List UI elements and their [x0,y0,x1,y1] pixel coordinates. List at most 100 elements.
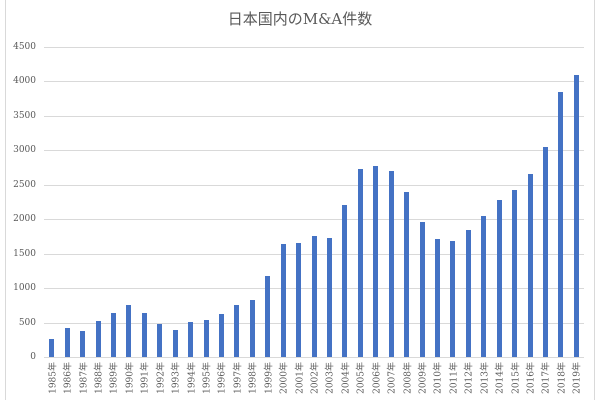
x-tick-text: 2010年 [433,362,444,394]
x-tick-label: 2005年 [354,362,367,400]
bar [110,312,116,357]
y-tick-label: 3500 [13,110,36,121]
x-tick-text: 2013年 [480,362,491,394]
x-tick-text: 2017年 [541,362,552,394]
x-tick-label: 2014年 [493,362,506,400]
x-tick-text: 2014年 [495,362,506,394]
x-tick-text: 1998年 [248,362,259,394]
x-tick-label: 1996年 [215,362,228,400]
x-tick-text: 1991年 [140,362,151,394]
y-tick-label: 500 [18,317,36,328]
x-tick-text: 1985年 [48,362,59,394]
x-tick-label: 2000年 [277,362,290,400]
x-tick-text: 1996年 [217,362,228,394]
x-tick-text: 2003年 [325,362,336,394]
bar [141,313,147,357]
bar [49,339,55,357]
x-tick-label: 2003年 [323,362,336,400]
x-tick-text: 1999年 [264,362,275,394]
bar [157,323,163,357]
x-tick-text: 2007年 [387,362,398,394]
bar [465,229,471,357]
y-tick-label: 1500 [13,248,36,259]
bar [481,215,487,357]
bar [357,169,363,357]
x-tick-text: 2019年 [572,362,583,394]
x-tick-label: 1988年 [92,362,105,400]
x-tick-text: 2018年 [557,362,568,394]
bar [527,174,533,357]
bar [404,191,410,357]
x-tick-text: 2004年 [341,362,352,394]
bar [188,322,194,357]
x-tick-text: 1993年 [171,362,182,394]
x-tick-label: 2010年 [431,362,444,400]
x-tick-text: 2005年 [356,362,367,394]
bar [296,243,302,357]
x-tick-label: 2016年 [524,362,537,400]
bar [203,320,209,357]
x-tick-label: 2015年 [509,362,521,400]
gridline [44,116,584,117]
x-tick-text: 2009年 [418,362,429,394]
x-tick-label: 2007年 [385,362,398,400]
gridline [44,357,584,358]
x-tick-label: 1986年 [61,362,74,400]
bar [218,314,224,357]
x-tick-label: 2008年 [401,362,413,400]
x-tick-text: 1992年 [156,362,167,394]
x-tick-label: 2012年 [462,362,475,400]
bar [234,305,240,357]
bar [95,320,101,357]
bar [265,276,271,357]
bar [172,329,178,357]
bar [419,222,425,357]
x-tick-label: 2001年 [293,362,305,400]
x-tick-text: 2016年 [526,362,537,394]
bar [80,330,86,357]
bar [249,299,255,357]
x-tick-text: 1995年 [202,362,213,394]
x-tick-text: 1987年 [79,362,90,394]
gridline [44,150,584,151]
bar [573,75,579,357]
x-tick-label: 1991年 [138,362,151,400]
x-tick-text: 2011年 [449,362,460,394]
gridline [44,219,584,220]
x-tick-text: 1988年 [94,362,105,394]
y-tick-label: 4000 [13,76,36,87]
gridline [44,185,584,186]
bar [311,236,317,357]
x-tick-label: 2009年 [416,362,429,400]
x-tick-label: 2017年 [539,362,552,400]
x-tick-label: 1997年 [231,362,243,400]
x-tick-label: 2018年 [555,362,567,400]
bar [64,328,70,357]
x-tick-text: 2000年 [279,362,290,394]
bar [496,199,502,357]
bar [388,171,394,357]
x-tick-text: 1986年 [63,362,74,394]
x-tick-label: 1985年 [46,362,58,400]
bar [450,240,456,357]
x-tick-label: 2013年 [478,362,490,400]
x-tick-text: 2008年 [403,362,414,394]
bar [126,305,132,357]
chart-title: 日本国内のM&A件数 [227,10,373,28]
gridline [44,47,584,48]
x-tick-label: 1998年 [246,362,259,400]
chart-frame [5,0,595,400]
x-tick-label: 1993年 [169,362,182,400]
x-tick-label: 2006年 [370,362,382,400]
x-tick-label: 1989年 [107,362,120,400]
x-tick-text: 1997年 [233,362,244,394]
bar [326,237,332,357]
x-tick-label: 1994年 [185,362,197,400]
x-tick-text: 2006年 [372,362,383,394]
x-tick-text: 2012年 [464,362,475,394]
gridline [44,81,584,82]
bar [542,146,548,357]
bar [373,165,379,357]
x-tick-text: 2001年 [295,362,306,394]
y-tick-label: 4500 [13,42,36,52]
